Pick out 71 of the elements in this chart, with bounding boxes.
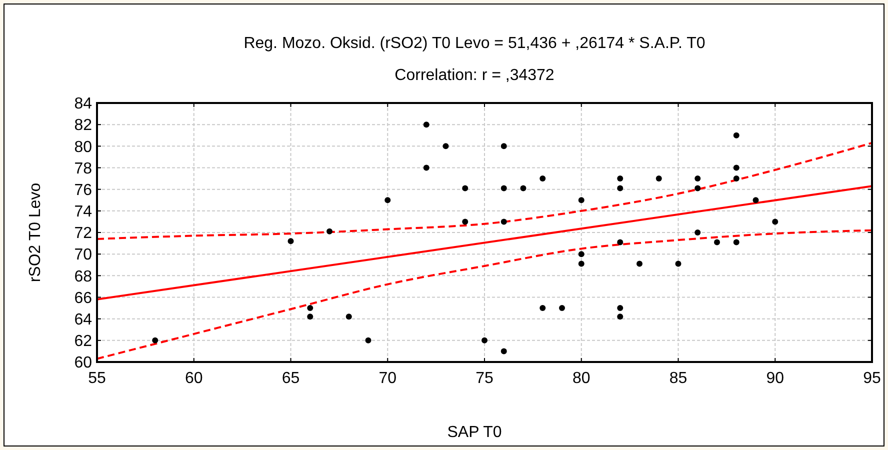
- point: [307, 305, 314, 312]
- y-tick-label: 70: [74, 246, 92, 264]
- point: [500, 143, 507, 150]
- y-tick-label: 66: [74, 290, 92, 307]
- point: [423, 164, 430, 171]
- line-series: [97, 229, 872, 360]
- y-tick-label: 76: [74, 182, 92, 199]
- point: [733, 132, 740, 138]
- y-tick-label: 78: [74, 160, 92, 178]
- point: [462, 185, 468, 192]
- x-tick-label: 75: [476, 370, 494, 387]
- y-axis-title: rSO2 T0 Levo: [27, 182, 44, 282]
- point: [346, 314, 352, 320]
- point: [365, 337, 372, 344]
- y-tick-label: 60: [74, 354, 92, 372]
- x-axis-title: SAP T0: [447, 424, 502, 441]
- x-tick-label: 65: [282, 370, 300, 387]
- y-tick-label: 82: [74, 117, 92, 134]
- point: [617, 176, 624, 182]
- point: [694, 230, 701, 236]
- point: [714, 239, 720, 246]
- y-tick-label: 80: [74, 138, 92, 156]
- point: [752, 197, 759, 204]
- point: [442, 143, 449, 150]
- x-tick-label: 80: [572, 370, 590, 387]
- point: [675, 260, 682, 267]
- point: [482, 337, 488, 344]
- point: [326, 228, 332, 234]
- point: [578, 260, 584, 267]
- x-tick-label: 70: [378, 370, 397, 387]
- x-tick-label: 90: [766, 370, 784, 387]
- point: [617, 305, 624, 312]
- point: [423, 122, 430, 128]
- x-tick-label: 95: [863, 370, 881, 387]
- point: [733, 239, 740, 246]
- y-tick-label: 68: [74, 268, 92, 286]
- y-tick-label: 74: [74, 204, 92, 221]
- point: [733, 176, 740, 182]
- point: [733, 164, 740, 171]
- point: [772, 218, 778, 225]
- chart-subtitle: Correlation: r = ,34372: [394, 67, 554, 84]
- point: [617, 239, 624, 246]
- point: [559, 305, 565, 312]
- x-tick-label: 60: [184, 370, 203, 387]
- point: [500, 185, 507, 192]
- point: [520, 185, 526, 192]
- point: [578, 197, 584, 204]
- point: [500, 348, 507, 354]
- line-series: [97, 142, 872, 240]
- point: [617, 314, 624, 320]
- chart-title: Reg. Mozo. Oksid. (rSO2) T0 Levo = 51,436 + ,26174 * S.A.P. T0: [244, 35, 706, 52]
- point: [288, 238, 294, 244]
- point: [694, 176, 701, 182]
- point: [636, 260, 642, 267]
- point: [462, 218, 468, 225]
- point: [540, 176, 546, 182]
- point: [384, 197, 391, 204]
- point: [500, 218, 507, 225]
- point: [307, 314, 314, 320]
- x-tick-label: 55: [88, 370, 106, 387]
- point: [578, 251, 584, 258]
- point: [152, 337, 158, 344]
- point: [617, 185, 624, 192]
- point: [540, 305, 546, 312]
- point: [656, 176, 662, 182]
- x-tick-label: 85: [669, 370, 688, 387]
- y-tick-label: 84: [74, 96, 92, 113]
- y-tick-label: 62: [74, 333, 92, 350]
- y-tick-label: 64: [74, 311, 92, 328]
- y-tick-label: 72: [74, 225, 92, 242]
- point: [694, 185, 701, 192]
